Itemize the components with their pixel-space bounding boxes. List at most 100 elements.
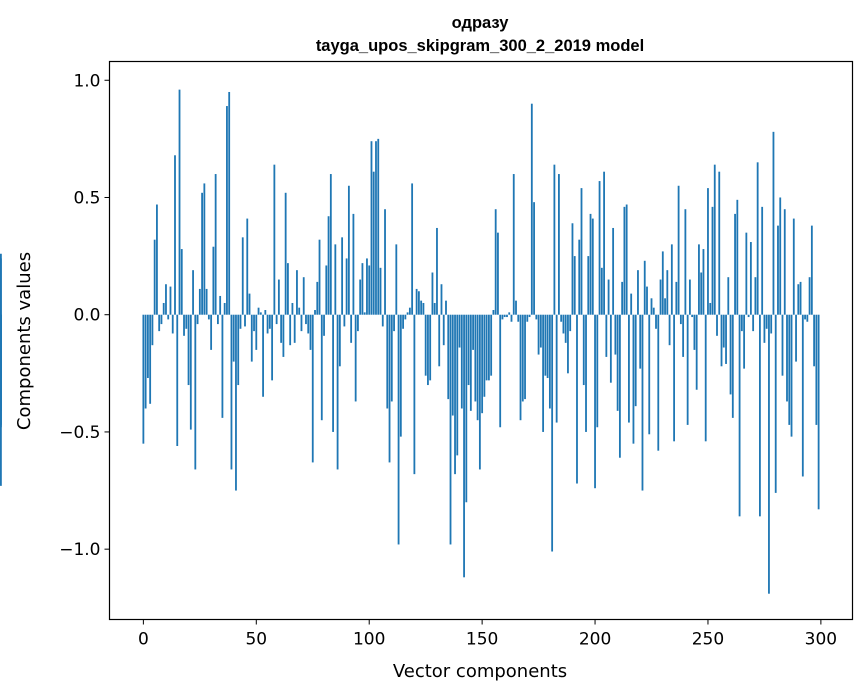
bar bbox=[402, 314, 404, 329]
bar bbox=[609, 314, 612, 383]
bar bbox=[427, 314, 429, 386]
bar bbox=[551, 314, 554, 552]
bar bbox=[463, 314, 465, 578]
bar bbox=[582, 314, 585, 386]
bar bbox=[429, 314, 432, 381]
bar bbox=[695, 314, 698, 390]
bar bbox=[201, 192, 203, 315]
bar bbox=[377, 138, 380, 315]
bar bbox=[632, 314, 635, 444]
bar bbox=[467, 314, 470, 386]
bar bbox=[707, 188, 709, 315]
bar bbox=[187, 314, 190, 386]
bar bbox=[657, 314, 660, 451]
bar bbox=[352, 213, 355, 315]
bar bbox=[397, 314, 400, 545]
bar bbox=[354, 314, 357, 402]
bar bbox=[738, 314, 741, 517]
bar bbox=[765, 314, 768, 329]
bar bbox=[548, 314, 551, 409]
bar bbox=[808, 277, 811, 315]
bar bbox=[503, 314, 506, 318]
bar bbox=[494, 209, 497, 315]
bar bbox=[203, 183, 206, 315]
bar bbox=[720, 314, 723, 367]
bar bbox=[282, 314, 285, 357]
bar bbox=[731, 314, 734, 418]
x-tick-label: 100 bbox=[353, 630, 385, 650]
bar bbox=[661, 251, 664, 315]
bar bbox=[291, 302, 294, 315]
bar bbox=[616, 314, 619, 411]
bar bbox=[266, 314, 269, 334]
bar bbox=[535, 314, 538, 320]
bar bbox=[492, 310, 495, 315]
bar bbox=[594, 314, 596, 489]
bar bbox=[806, 314, 809, 322]
bar bbox=[558, 174, 560, 315]
bar bbox=[257, 307, 260, 315]
bar bbox=[280, 314, 283, 343]
bar bbox=[490, 314, 493, 376]
bar bbox=[447, 314, 450, 400]
bar bbox=[185, 314, 188, 329]
bar bbox=[250, 314, 253, 362]
bar bbox=[713, 164, 716, 315]
bar bbox=[754, 277, 757, 315]
bar bbox=[156, 204, 158, 315]
bar bbox=[562, 314, 565, 334]
bar bbox=[320, 314, 323, 421]
bar bbox=[275, 314, 278, 325]
bar bbox=[670, 244, 673, 315]
bar bbox=[499, 314, 502, 428]
bar bbox=[526, 314, 529, 322]
bar bbox=[752, 314, 755, 332]
bar bbox=[539, 314, 542, 348]
bar bbox=[228, 91, 231, 315]
bar bbox=[359, 279, 362, 315]
bar bbox=[149, 314, 152, 404]
bar bbox=[162, 302, 165, 315]
bar bbox=[293, 314, 296, 343]
bar bbox=[449, 314, 452, 545]
bar bbox=[488, 314, 490, 381]
bar bbox=[408, 307, 411, 315]
bar bbox=[747, 314, 750, 318]
bar bbox=[596, 314, 599, 428]
bar bbox=[178, 89, 181, 315]
bar bbox=[485, 314, 488, 381]
bar bbox=[445, 300, 447, 315]
bar bbox=[207, 314, 210, 320]
bar bbox=[259, 312, 262, 315]
bar bbox=[497, 232, 499, 315]
bar bbox=[262, 314, 264, 397]
bar bbox=[287, 263, 289, 315]
bar bbox=[508, 312, 511, 315]
bar bbox=[268, 314, 271, 329]
bar bbox=[648, 314, 651, 435]
y-tick-label: 0.5 bbox=[73, 188, 100, 208]
bar bbox=[194, 314, 197, 470]
bar bbox=[300, 314, 303, 332]
y-axis-label: Components values bbox=[14, 252, 35, 430]
bar bbox=[598, 181, 601, 315]
bar bbox=[237, 314, 240, 386]
bar bbox=[343, 314, 346, 327]
y-tick-label: 0.0 bbox=[73, 306, 100, 326]
bar bbox=[226, 106, 228, 315]
bar bbox=[284, 192, 287, 315]
bar bbox=[530, 103, 533, 315]
bar bbox=[628, 314, 630, 423]
bar bbox=[637, 270, 639, 315]
bar bbox=[512, 174, 515, 315]
bar bbox=[618, 314, 621, 458]
bar bbox=[567, 314, 569, 374]
bar bbox=[763, 314, 766, 343]
bar bbox=[329, 174, 332, 315]
bar bbox=[472, 314, 474, 350]
bar bbox=[363, 312, 366, 315]
bar bbox=[368, 265, 371, 315]
bar bbox=[361, 263, 364, 315]
bar bbox=[316, 281, 319, 315]
